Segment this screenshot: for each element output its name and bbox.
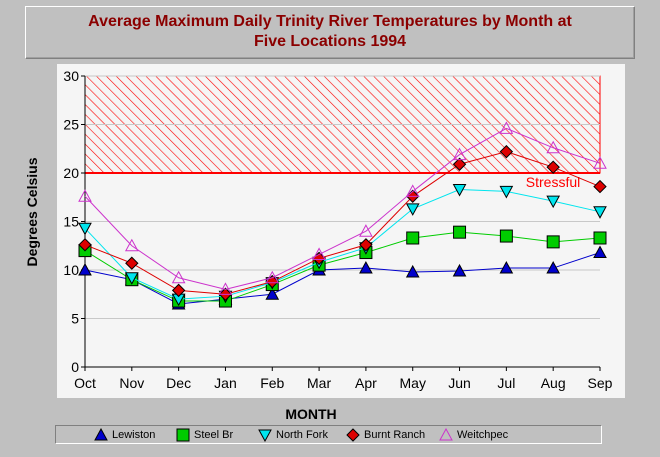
data-point-burnt-ranch (125, 256, 139, 270)
y-tick-label: 25 (63, 117, 79, 133)
legend-marker-weitchpec (439, 427, 453, 440)
legend-marker-lewiston (94, 427, 108, 440)
data-point-north-fork (124, 272, 139, 285)
legend-marker-burnt-ranch (346, 427, 360, 442)
data-point-steel-br (593, 231, 607, 245)
data-point-lewiston (452, 263, 467, 277)
data-point-lewiston (78, 262, 92, 276)
data-point-steel-br (546, 235, 560, 249)
legend-marker-north-fork (258, 429, 272, 442)
data-point-burnt-ranch (499, 144, 514, 159)
series-line-weitchpec (84, 127, 601, 290)
data-point-steel-br (499, 229, 513, 243)
data-point-burnt-ranch (593, 179, 607, 194)
chart-title-box: Average Maximum Daily Trinity River Temp… (25, 6, 635, 59)
x-tick-label: Sep (588, 375, 613, 391)
data-point-burnt-ranch (452, 157, 467, 171)
x-tick-label: May (400, 375, 426, 391)
x-tick-label: Aug (541, 375, 566, 391)
data-point-lewiston (265, 287, 280, 300)
data-point-north-fork (452, 183, 467, 197)
legend-label: Lewiston (112, 428, 156, 441)
series-line-lewiston (84, 252, 601, 305)
x-tick-label: Apr (355, 375, 377, 391)
data-point-burnt-ranch (171, 283, 186, 298)
data-point-north-fork (405, 203, 420, 216)
chart-title-line-2: Five Locations 1994 (253, 33, 407, 50)
legend-item-lewiston: Lewiston (94, 426, 155, 443)
data-point-north-fork (593, 206, 607, 219)
data-point-north-fork (546, 195, 561, 209)
data-point-lewiston (499, 261, 514, 274)
y-tick-label: 15 (63, 214, 79, 230)
data-point-weitchpec (265, 270, 280, 284)
data-point-weitchpec (452, 147, 467, 161)
data-point-burnt-ranch (359, 238, 373, 252)
legend-item-steel-br: Steel Br (176, 426, 233, 443)
legend-label: Steel Br (194, 428, 234, 441)
stressful-label: Stressful (526, 174, 580, 190)
data-point-weitchpec (593, 156, 607, 169)
x-tick-label: Jan (214, 375, 237, 391)
data-point-weitchpec (124, 238, 139, 252)
data-point-weitchpec (78, 189, 92, 202)
y-tick-label: 20 (63, 165, 79, 181)
x-axis-label: MONTH (285, 406, 336, 422)
x-tick-label: Oct (74, 375, 96, 391)
data-point-north-fork (78, 222, 92, 236)
x-tick-label: Dec (166, 375, 191, 391)
y-tick-label: 30 (63, 68, 79, 84)
data-point-weitchpec (359, 224, 373, 237)
x-tick-label: Feb (260, 375, 284, 391)
data-point-burnt-ranch (546, 160, 560, 174)
series-line-north-fork (84, 188, 601, 300)
legend-label: North Fork (276, 428, 328, 441)
legend: Lewiston Steel Br North Fork Burnt Ranch Wei… (55, 425, 602, 444)
data-point-weitchpec (171, 270, 186, 284)
data-point-weitchpec (218, 282, 233, 295)
legend-item-burnt-ranch: Burnt Ranch (346, 426, 425, 443)
data-point-steel-br (406, 231, 420, 245)
x-tick-label: Nov (119, 375, 144, 391)
y-tick-label: 5 (71, 311, 79, 327)
x-tick-label: Jul (497, 375, 515, 391)
y-tick-label: 10 (63, 262, 79, 278)
data-point-lewiston (405, 264, 420, 278)
data-point-weitchpec (499, 121, 514, 134)
chart-title-line-1: Average Maximum Daily Trinity River Temp… (88, 13, 572, 30)
data-point-lewiston (593, 245, 607, 259)
legend-label: Weitchpec (457, 428, 509, 441)
x-tick-label: Mar (307, 375, 331, 391)
legend-label: Burnt Ranch (364, 428, 426, 441)
y-tick-label: 0 (71, 359, 79, 375)
data-point-burnt-ranch (78, 238, 92, 252)
series-line-burnt-ranch (84, 151, 601, 295)
legend-marker-steel-br (176, 428, 190, 441)
data-point-lewiston (359, 261, 373, 274)
series-line-steel-br (84, 231, 601, 302)
data-point-lewiston (546, 261, 561, 274)
data-point-north-fork (499, 185, 514, 199)
y-axis-label: Degrees Celsius (24, 157, 40, 266)
legend-item-weitchpec: Weitchpec (439, 426, 508, 443)
data-point-weitchpec (546, 140, 561, 154)
data-point-steel-br (453, 225, 467, 239)
data-point-weitchpec (312, 247, 326, 260)
legend-item-north-fork: North Fork (258, 426, 328, 443)
x-tick-label: Jun (448, 375, 471, 391)
data-point-weitchpec (405, 184, 420, 197)
